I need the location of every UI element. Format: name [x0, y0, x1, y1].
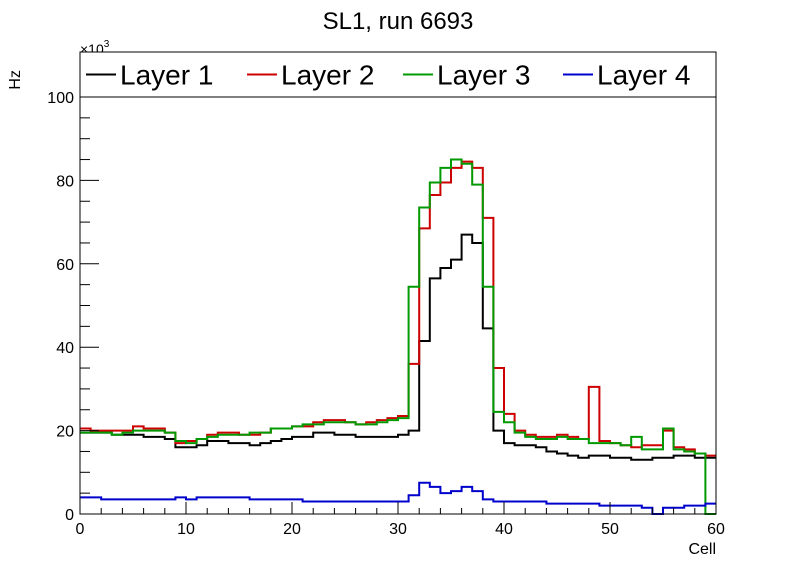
legend-label: Layer 4 [597, 60, 690, 91]
y-tick-label: 20 [56, 424, 74, 441]
x-tick-label: 0 [76, 521, 85, 538]
legend-label: Layer 3 [437, 60, 530, 91]
legend-box [79, 51, 717, 98]
x-tick-label: 40 [495, 521, 513, 538]
y-tick-label: 80 [56, 173, 74, 190]
series-layer-1-line [80, 233, 716, 461]
y-axis-label: Hz [7, 70, 24, 90]
y-tick-label: 100 [47, 90, 74, 107]
legend-entry: Layer 1 [86, 60, 213, 91]
x-tick-label: 20 [283, 521, 301, 538]
legend-entry: Layer 3 [403, 60, 530, 91]
x-tick-label: 30 [389, 521, 407, 538]
legend-label: Layer 2 [281, 60, 374, 91]
legend-label: Layer 1 [120, 60, 213, 91]
legend-entry: Layer 4 [563, 60, 690, 91]
x-tick-label: 10 [177, 521, 195, 538]
series-layer-4-line [80, 481, 716, 515]
legend-entry: Layer 2 [247, 60, 374, 91]
series-layer-3-line [80, 158, 716, 515]
x-axis-label: Cell [688, 541, 716, 558]
series-layer [80, 158, 716, 515]
y-tick-label: 40 [56, 340, 74, 357]
x-tick-label: 60 [707, 521, 725, 538]
chart-title: SL1, run 6693 [323, 8, 474, 35]
y-tick-label: 60 [56, 257, 74, 274]
y-tick-label: 0 [65, 507, 74, 524]
y-axis-multiplier-exponent: 3 [104, 39, 110, 50]
x-tick-label: 50 [601, 521, 619, 538]
legend: Layer 1 Layer 2 Layer 3 Layer 4 [79, 51, 717, 98]
